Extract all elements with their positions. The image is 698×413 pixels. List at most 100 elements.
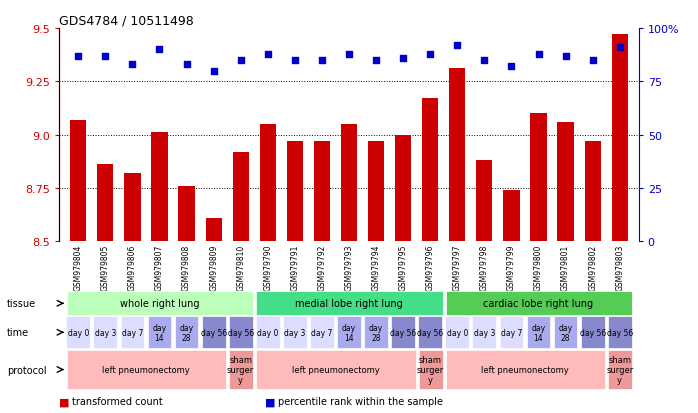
Point [452, 43, 463, 49]
Point [73, 53, 84, 60]
Bar [341, 125, 357, 242]
Text: day 56: day 56 [607, 328, 633, 337]
Text: GSM979800: GSM979800 [534, 244, 543, 290]
Bar [310, 317, 334, 348]
Bar [530, 114, 547, 242]
Text: ■: ■ [59, 396, 70, 406]
Bar [151, 133, 168, 242]
Bar [202, 317, 225, 348]
Text: day
28: day 28 [369, 323, 383, 342]
Text: day 0: day 0 [447, 328, 468, 337]
Bar [256, 317, 280, 348]
Bar [364, 317, 388, 348]
Text: GSM979804: GSM979804 [74, 244, 83, 290]
Text: cardiac lobe right lung: cardiac lobe right lung [484, 299, 593, 309]
Bar [121, 317, 144, 348]
Text: sham
surger
y: sham surger y [227, 355, 254, 385]
Bar [608, 317, 632, 348]
Bar [419, 350, 443, 389]
Text: GSM979801: GSM979801 [561, 244, 570, 290]
Point [235, 57, 246, 64]
Text: whole right lung: whole right lung [120, 299, 199, 309]
Bar [229, 317, 253, 348]
Bar [70, 120, 87, 242]
Text: GSM979791: GSM979791 [290, 244, 299, 290]
Text: left pneumonectomy: left pneumonectomy [102, 365, 190, 374]
Text: day
28: day 28 [558, 323, 572, 342]
Text: day
14: day 14 [342, 323, 356, 342]
Text: sham
surger
y: sham surger y [606, 355, 633, 385]
Point [560, 53, 571, 60]
Bar [97, 165, 114, 242]
Bar [526, 317, 551, 348]
Bar [445, 317, 469, 348]
Bar [147, 317, 172, 348]
Point [289, 57, 300, 64]
Text: GSM979794: GSM979794 [371, 244, 380, 290]
Bar [174, 317, 198, 348]
Text: percentile rank within the sample: percentile rank within the sample [278, 396, 443, 406]
Bar [314, 142, 330, 242]
Text: left pneumonectomy: left pneumonectomy [481, 365, 569, 374]
Text: sham
surger
y: sham surger y [417, 355, 444, 385]
Text: GSM979795: GSM979795 [399, 244, 408, 290]
Bar [94, 317, 117, 348]
Point [154, 47, 165, 53]
Point [614, 45, 625, 51]
Point [127, 62, 138, 69]
Text: day 3: day 3 [284, 328, 306, 337]
Bar [581, 317, 604, 348]
Text: GSM979796: GSM979796 [426, 244, 435, 290]
Text: day 56: day 56 [579, 328, 606, 337]
Bar [422, 99, 438, 242]
Text: GSM979799: GSM979799 [507, 244, 516, 290]
Bar [66, 317, 90, 348]
Text: medial lobe right lung: medial lobe right lung [295, 299, 403, 309]
Point [398, 55, 409, 62]
Bar [445, 292, 632, 316]
Bar [260, 125, 276, 242]
Text: GSM979807: GSM979807 [155, 244, 164, 290]
Text: day 3: day 3 [474, 328, 495, 337]
Bar [205, 218, 222, 242]
Text: GSM979810: GSM979810 [236, 244, 245, 290]
Bar [287, 142, 303, 242]
Bar [503, 190, 519, 242]
Bar [66, 350, 226, 389]
Bar [445, 350, 605, 389]
Bar [229, 350, 253, 389]
Bar [450, 69, 466, 242]
Bar [418, 317, 442, 348]
Bar [179, 186, 195, 242]
Text: day
14: day 14 [152, 323, 167, 342]
Text: GSM979808: GSM979808 [182, 244, 191, 290]
Point [100, 53, 111, 60]
Text: GSM979803: GSM979803 [615, 244, 624, 290]
Bar [611, 35, 628, 242]
Text: day 56: day 56 [417, 328, 443, 337]
Text: day 7: day 7 [121, 328, 143, 337]
Text: time: time [7, 328, 29, 337]
Bar [232, 152, 248, 242]
Bar [476, 161, 493, 242]
Point [343, 51, 355, 58]
Bar [368, 142, 384, 242]
Text: left pneumonectomy: left pneumonectomy [292, 365, 379, 374]
Bar [66, 292, 253, 316]
Bar [395, 135, 411, 242]
Point [371, 57, 382, 64]
Bar [256, 350, 416, 389]
Bar [554, 317, 577, 348]
Text: day 0: day 0 [257, 328, 279, 337]
Bar [337, 317, 361, 348]
Text: day 3: day 3 [95, 328, 116, 337]
Text: transformed count: transformed count [72, 396, 163, 406]
Bar [283, 317, 306, 348]
Text: GSM979793: GSM979793 [345, 244, 353, 290]
Text: GSM979809: GSM979809 [209, 244, 218, 290]
Text: GSM979792: GSM979792 [318, 244, 327, 290]
Bar [584, 142, 601, 242]
Text: GSM979806: GSM979806 [128, 244, 137, 290]
Text: protocol: protocol [7, 365, 47, 375]
Text: GSM979805: GSM979805 [101, 244, 110, 290]
